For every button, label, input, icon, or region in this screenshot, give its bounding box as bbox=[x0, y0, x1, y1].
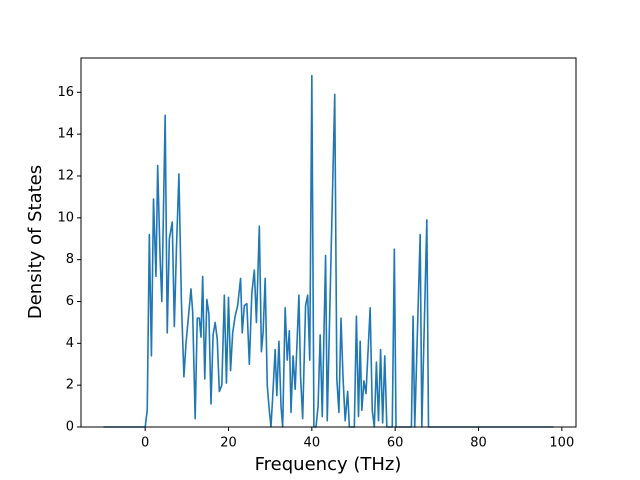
y-tick-label: 16 bbox=[57, 85, 74, 100]
y-tick-label: 4 bbox=[66, 336, 74, 351]
y-axis-title: Density of States bbox=[25, 165, 46, 319]
x-tick-label: 20 bbox=[220, 436, 237, 451]
plot-frame bbox=[80, 57, 577, 428]
x-tick-label: 100 bbox=[549, 436, 574, 451]
x-tick-label: 40 bbox=[304, 436, 321, 451]
x-axis-title: Frequency (THz) bbox=[255, 454, 402, 475]
x-tick-label: 60 bbox=[387, 436, 404, 451]
y-tick-label: 12 bbox=[57, 168, 74, 183]
x-tick-label: 80 bbox=[470, 436, 487, 451]
x-tick-label: 0 bbox=[141, 436, 149, 451]
y-tick-label: 0 bbox=[66, 420, 74, 435]
y-tick-label: 8 bbox=[66, 252, 74, 267]
y-tick-label: 14 bbox=[57, 127, 74, 142]
data-line bbox=[103, 74, 554, 428]
y-tick-label: 10 bbox=[57, 210, 74, 225]
y-tick-label: 6 bbox=[66, 294, 74, 309]
y-tick-label: 2 bbox=[66, 378, 74, 393]
